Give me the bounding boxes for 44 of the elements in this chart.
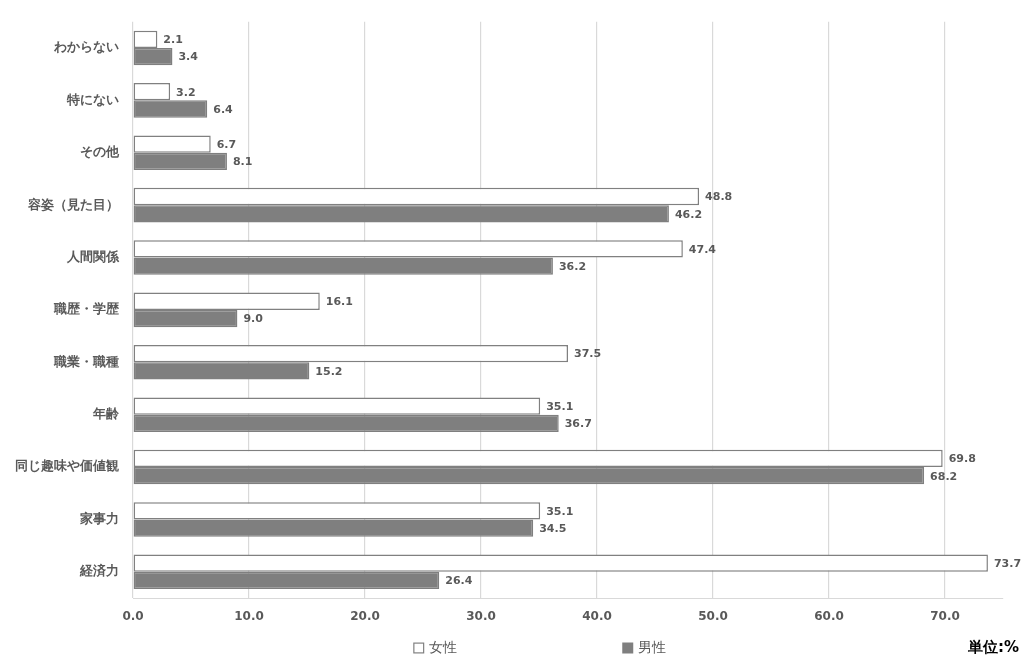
data-label: 16.1 (325, 295, 353, 309)
data-label: 68.2 (930, 469, 958, 483)
legend-label: 女性 (429, 638, 458, 655)
y-tick-label: その他 (80, 144, 120, 160)
data-label: 35.1 (546, 504, 574, 518)
data-label: 48.8 (705, 190, 733, 204)
x-tick-label: 50.0 (698, 609, 728, 624)
x-tick-label: 30.0 (466, 609, 496, 624)
y-tick-label: 経済力 (79, 563, 119, 579)
data-label: 6.7 (216, 137, 237, 151)
data-label: 15.2 (315, 364, 343, 378)
x-tick-label: 40.0 (582, 609, 612, 624)
data-label: 36.7 (564, 417, 592, 431)
y-tick-label: 職業・職種 (53, 353, 119, 369)
x-tick-label: 60.0 (814, 609, 844, 624)
text: 単位:% (966, 637, 1019, 656)
data-label: 47.4 (688, 242, 717, 256)
data-label: 69.8 (948, 452, 976, 466)
y-tick-label: わからない (53, 39, 119, 55)
y-tick-label: 容姿（見た目） (27, 196, 119, 212)
y-tick-label: 職歴・学歴 (53, 301, 120, 317)
x-tick-label: 0.0 (122, 609, 144, 624)
x-tick-label: 10.0 (234, 609, 264, 624)
data-label: 9.0 (243, 312, 264, 326)
y-tick-label: 家事力 (79, 510, 119, 526)
x-tick-label: 70.0 (930, 609, 960, 624)
data-label: 73.7 (993, 557, 1022, 571)
data-label: 36.2 (558, 260, 587, 274)
data-label: 3.4 (178, 50, 199, 64)
data-label: 6.4 (213, 102, 234, 116)
data-label: 37.5 (574, 347, 602, 361)
y-tick-label: 特にない (66, 91, 119, 107)
data-label: 2.1 (163, 33, 183, 47)
data-label: 26.4 (445, 574, 473, 588)
data-label: 8.1 (232, 155, 253, 169)
data-label: 35.1 (546, 399, 574, 413)
data-label: 46.2 (674, 207, 703, 221)
y-tick-label: 年齢 (92, 406, 120, 422)
data-label: 3.2 (176, 85, 196, 99)
y-tick-label: 人間関係 (66, 248, 120, 264)
data-label: 34.5 (539, 521, 567, 535)
legend-label: 男性 (638, 638, 667, 655)
x-tick-label: 20.0 (350, 609, 380, 624)
y-tick-label: 同じ趣味や価値観 (15, 458, 119, 474)
